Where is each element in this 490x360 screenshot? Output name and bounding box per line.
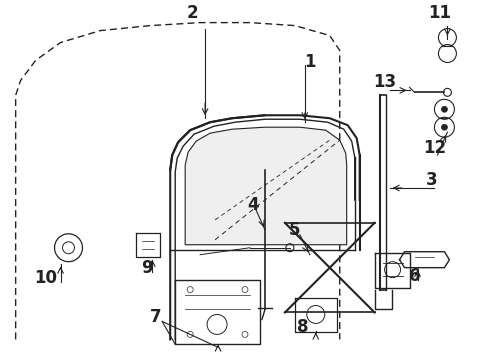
Polygon shape — [185, 127, 347, 245]
Text: 7: 7 — [149, 309, 161, 327]
Text: 1: 1 — [304, 53, 316, 71]
Text: 2: 2 — [186, 4, 198, 22]
Text: 9: 9 — [142, 259, 153, 277]
Text: 11: 11 — [428, 4, 451, 22]
Circle shape — [441, 106, 447, 112]
Text: 12: 12 — [423, 139, 446, 157]
Text: 13: 13 — [373, 73, 396, 91]
Text: 8: 8 — [297, 319, 309, 337]
Circle shape — [441, 124, 447, 130]
Text: 4: 4 — [247, 196, 259, 214]
Text: 5: 5 — [289, 221, 300, 239]
Text: 10: 10 — [34, 269, 57, 287]
Text: 3: 3 — [426, 171, 437, 189]
Text: 6: 6 — [409, 267, 420, 285]
